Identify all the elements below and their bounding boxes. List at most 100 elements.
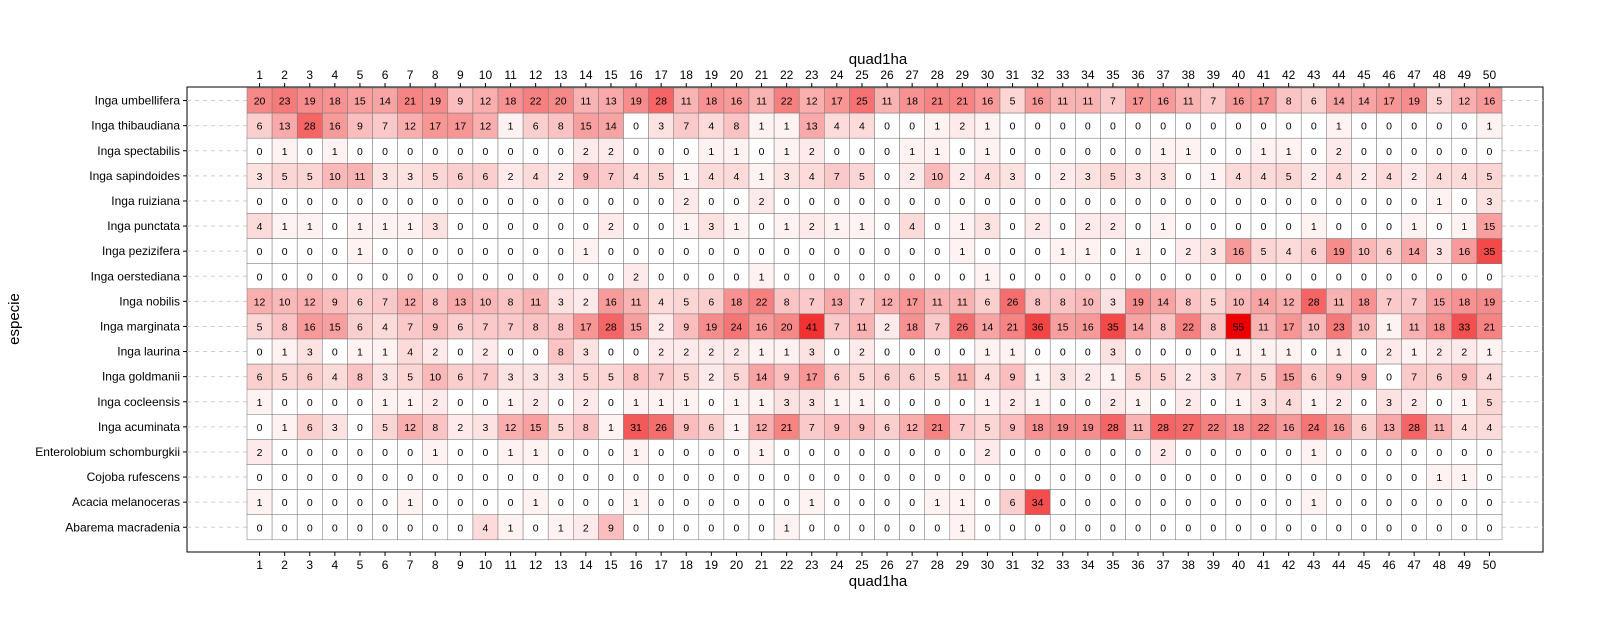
heatmap-cell	[673, 363, 700, 390]
heatmap-cell	[372, 489, 398, 515]
cell-value-label: 0	[784, 472, 790, 484]
heatmap-cell	[1049, 514, 1076, 541]
cell-value-label: 1	[784, 146, 790, 158]
cell-value-label: 0	[658, 522, 664, 534]
cell-value-label: 6	[457, 321, 463, 333]
cell-value-label: 5	[1436, 96, 1442, 108]
cell-value-label: 4	[734, 171, 740, 183]
cell-value-label: 0	[307, 146, 313, 158]
cell-value-label: 2	[959, 171, 965, 183]
heatmap-cell	[472, 213, 499, 239]
cell-value-label: 0	[1386, 472, 1392, 484]
cell-value-label: 0	[382, 497, 388, 509]
heatmap-cell	[748, 137, 775, 164]
y-tick-label: Inga thibaudiana	[91, 119, 180, 133]
x-tick-label-top: 49	[1458, 68, 1472, 82]
cell-value-label: 1	[734, 221, 740, 233]
x-tick-label-top: 26	[880, 68, 894, 82]
cell-value-label: 0	[1160, 397, 1166, 409]
heatmap-cell	[849, 188, 875, 214]
cell-value-label: 0	[759, 522, 765, 534]
cell-value-label: 21	[957, 96, 969, 108]
heatmap-cell	[296, 137, 323, 164]
heatmap-cell	[1175, 313, 1202, 340]
heatmap-cell	[1275, 188, 1302, 214]
x-tick-label-bottom: 31	[1006, 558, 1020, 572]
cell-value-label: 0	[985, 246, 991, 258]
cell-value-label: 1	[1110, 372, 1116, 384]
heatmap-cell	[874, 87, 900, 114]
cell-value-label: 19	[1082, 422, 1094, 434]
cell-value-label: 2	[658, 321, 664, 333]
cell-value-label: 16	[1484, 96, 1496, 108]
cell-value-label: 0	[1060, 146, 1066, 158]
heatmap-cell	[598, 338, 624, 365]
cell-value-label: 0	[1336, 271, 1342, 283]
x-tick-label-top: 20	[730, 68, 744, 82]
x-tick-label-top: 28	[931, 68, 945, 82]
cell-value-label: 2	[608, 146, 614, 158]
cell-value-label: 7	[608, 171, 614, 183]
heatmap-cell	[1451, 439, 1478, 465]
cell-value-label: 0	[859, 447, 865, 459]
cell-value-label: 1	[533, 447, 539, 459]
cell-value-label: 11	[957, 372, 968, 384]
cell-value-label: 0	[382, 146, 388, 158]
cell-value-label: 0	[508, 246, 514, 258]
cell-value-label: 0	[1361, 347, 1367, 359]
heatmap-cell	[999, 87, 1026, 114]
heatmap-cell	[798, 288, 825, 315]
heatmap-cell	[1351, 213, 1377, 239]
x-tick-label-bottom: 5	[357, 558, 364, 572]
cell-value-label: 0	[1286, 196, 1292, 208]
heatmap-cell	[999, 313, 1026, 340]
cell-value-label: 0	[1185, 347, 1191, 359]
heatmap-cell	[1426, 514, 1453, 541]
cell-value-label: 0	[1185, 221, 1191, 233]
heatmap-cell	[773, 489, 800, 515]
heatmap-cell	[472, 188, 499, 214]
cell-value-label: 0	[558, 472, 564, 484]
heatmap-cell	[648, 213, 674, 239]
x-tick-label-top: 21	[755, 68, 769, 82]
x-tick-label-top: 4	[332, 68, 339, 82]
cell-value-label: 1	[608, 422, 614, 434]
heatmap-cell	[974, 489, 1001, 515]
cell-value-label: 11	[1434, 422, 1445, 434]
heatmap-cell	[1300, 213, 1327, 239]
x-tick-label-top: 22	[780, 68, 794, 82]
cell-value-label: 0	[457, 447, 463, 459]
heatmap-cell	[748, 363, 775, 390]
cell-value-label: 0	[909, 497, 915, 509]
cell-value-label: 4	[483, 522, 489, 534]
cell-value-label: 0	[1311, 472, 1317, 484]
x-tick-label-bottom: 33	[1056, 558, 1070, 572]
heatmap-cell	[246, 363, 273, 390]
heatmap-cell	[623, 163, 649, 189]
cell-value-label: 0	[859, 497, 865, 509]
cell-value-label: 18	[1233, 422, 1245, 434]
cell-value-label: 0	[658, 447, 664, 459]
cell-value-label: 0	[1436, 397, 1442, 409]
cell-value-label: 3	[1110, 347, 1116, 359]
cell-value-label: 1	[1035, 372, 1041, 384]
cell-value-label: 0	[1236, 121, 1242, 133]
x-tick-label-bottom: 29	[956, 558, 970, 572]
x-axis-title-bottom: quad1ha	[849, 573, 908, 590]
heatmap-cell	[1049, 489, 1076, 515]
heatmap-cell	[347, 163, 373, 189]
heatmap-cell	[522, 188, 549, 214]
heatmap-cell	[1049, 137, 1076, 164]
cell-value-label: 0	[432, 246, 438, 258]
x-tick-label-bottom: 24	[830, 558, 844, 572]
x-tick-label-top: 18	[680, 68, 694, 82]
heatmap-cell	[874, 213, 900, 239]
cell-value-label: 0	[1035, 171, 1041, 183]
cell-value-label: 1	[1286, 146, 1292, 158]
heatmap-cell	[924, 238, 951, 264]
heatmap-cell	[271, 439, 298, 465]
cell-value-label: 0	[1236, 472, 1242, 484]
x-tick-label-top: 9	[457, 68, 464, 82]
x-tick-label-bottom: 10	[479, 558, 493, 572]
x-tick-label-top: 7	[407, 68, 414, 82]
